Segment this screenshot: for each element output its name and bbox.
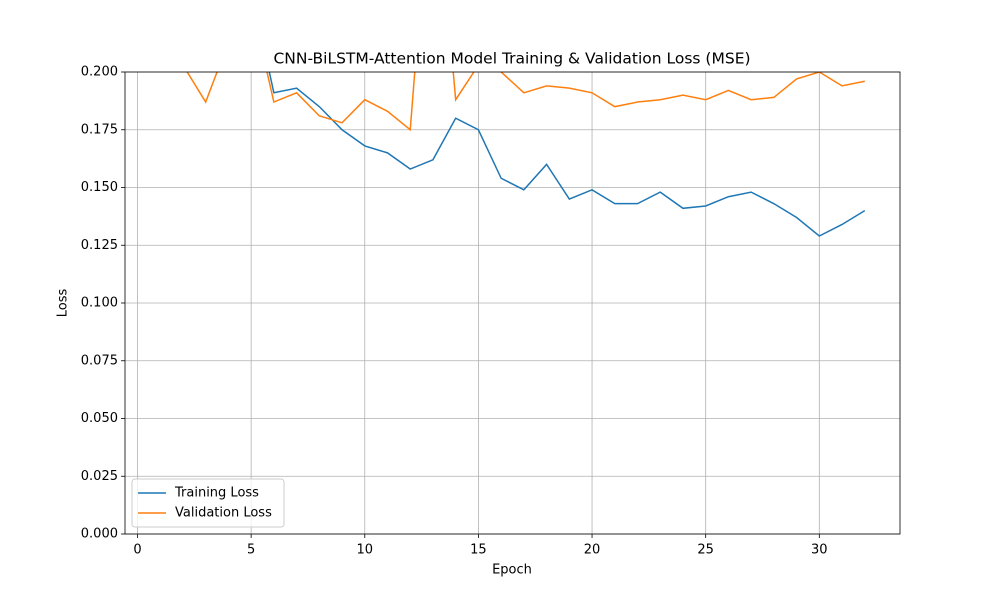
- y-tick-label: 0.000: [81, 527, 118, 542]
- x-tick-label: 5: [247, 543, 255, 558]
- y-tick-label: 0.150: [81, 180, 118, 195]
- legend-label: Validation Loss: [175, 506, 272, 521]
- x-axis-label: Epoch: [492, 563, 532, 578]
- plot-area: [186, 72, 866, 237]
- legend-box: [131, 478, 285, 528]
- x-tick-label: 10: [356, 543, 373, 558]
- y-tick-label: 0.125: [81, 238, 118, 253]
- line-series: [268, 72, 866, 237]
- y-tick-label: 0.175: [81, 122, 118, 137]
- y-tick-label: 0.075: [81, 353, 118, 368]
- x-tick-label: 25: [697, 543, 714, 558]
- x-tick-label: 20: [584, 543, 601, 558]
- line-series: [186, 72, 865, 132]
- y-axis-label: Loss: [56, 289, 71, 318]
- y-tick-label: 0.200: [81, 65, 118, 80]
- x-tick-label: 15: [470, 543, 487, 558]
- y-tick-label: 0.025: [81, 469, 118, 484]
- x-tick-label: 0: [133, 543, 141, 558]
- chart-title: CNN-BiLSTM-Attention Model Training & Va…: [273, 50, 750, 68]
- plot-frame: [124, 71, 901, 535]
- legend-label: Training Loss: [174, 486, 259, 501]
- y-tick-label: 0.050: [81, 411, 118, 426]
- y-tick-label: 0.100: [81, 296, 118, 311]
- x-tick-label: 30: [811, 543, 828, 558]
